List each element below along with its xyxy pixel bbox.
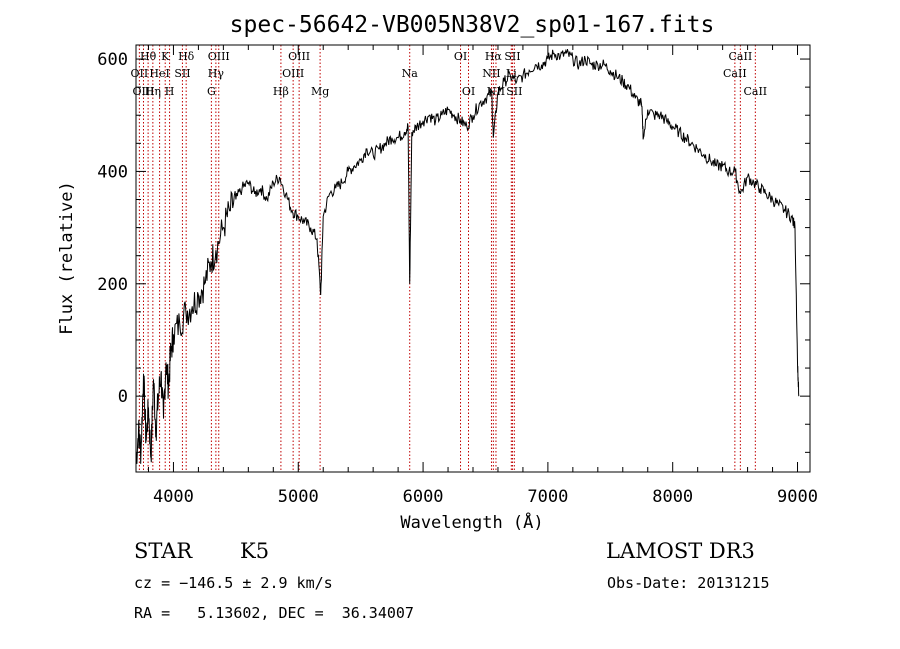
y-tick-label: 0 (118, 387, 128, 407)
line-label: H (165, 85, 175, 98)
line-label: Mg (311, 85, 329, 98)
line-label: Hβ (273, 85, 289, 98)
line-label: Hγ (208, 67, 225, 80)
line-label: K (161, 50, 170, 63)
line-label: CaII (743, 85, 767, 98)
y-tick-label: 600 (97, 50, 128, 70)
object-subclass: K5 (240, 539, 270, 563)
line-markers (138, 45, 756, 472)
line-label: Li (506, 67, 517, 80)
line-label: SII (506, 85, 522, 98)
y-tick-label: 200 (97, 275, 128, 295)
line-label: G (207, 85, 216, 98)
x-tick-label: 8000 (652, 487, 693, 507)
line-label: OIII (132, 85, 154, 98)
x-tick-label: 9000 (777, 487, 818, 507)
x-tick-label: 4000 (153, 487, 194, 507)
line-label: NII (482, 67, 500, 80)
x-axis: 4000 5000 6000 7000 8000 9000 (147, 45, 818, 507)
chart-title: spec-56642-VB005N38V2_sp01-167.fits (230, 12, 715, 38)
redshift-velocity: cz = −146.5 ± 2.9 km/s (134, 574, 333, 592)
line-label: Hδ (178, 50, 195, 63)
line-label: OI (462, 85, 475, 98)
x-tick-label: 6000 (403, 487, 444, 507)
coordinates: RA = 5.13602, DEC = 36.34007 (134, 604, 414, 622)
y-axis-label: Flux (relative) (57, 181, 77, 335)
line-label: Hη (145, 85, 161, 98)
x-axis-label: Wavelength (Å) (400, 511, 543, 533)
line-label: OII (131, 67, 149, 80)
line-label: Hθ (140, 50, 157, 63)
plot-frame (135, 44, 811, 473)
line-label: CaII (729, 50, 753, 63)
x-tick-label: 7000 (527, 487, 568, 507)
x-tick-label: 5000 (278, 487, 319, 507)
y-tick-label: 400 (97, 162, 128, 182)
line-label: OIII (288, 50, 310, 63)
object-class: STAR (134, 539, 193, 563)
line-label: SII (174, 67, 190, 80)
line-label: SII (504, 50, 520, 63)
line-label: Na (402, 67, 419, 80)
spectrum-line (135, 48, 800, 464)
line-label: HeI (149, 67, 169, 80)
line-label: OIII (282, 67, 304, 80)
line-label: Hα (485, 50, 503, 63)
survey-name: LAMOST DR3 (606, 539, 755, 563)
line-label: CaII (723, 67, 747, 80)
y-axis: 0 200 400 600 (97, 50, 810, 453)
line-label: OIII (208, 50, 230, 63)
observation-date: Obs-Date: 20131215 (607, 574, 770, 592)
line-label: OI (454, 50, 467, 63)
